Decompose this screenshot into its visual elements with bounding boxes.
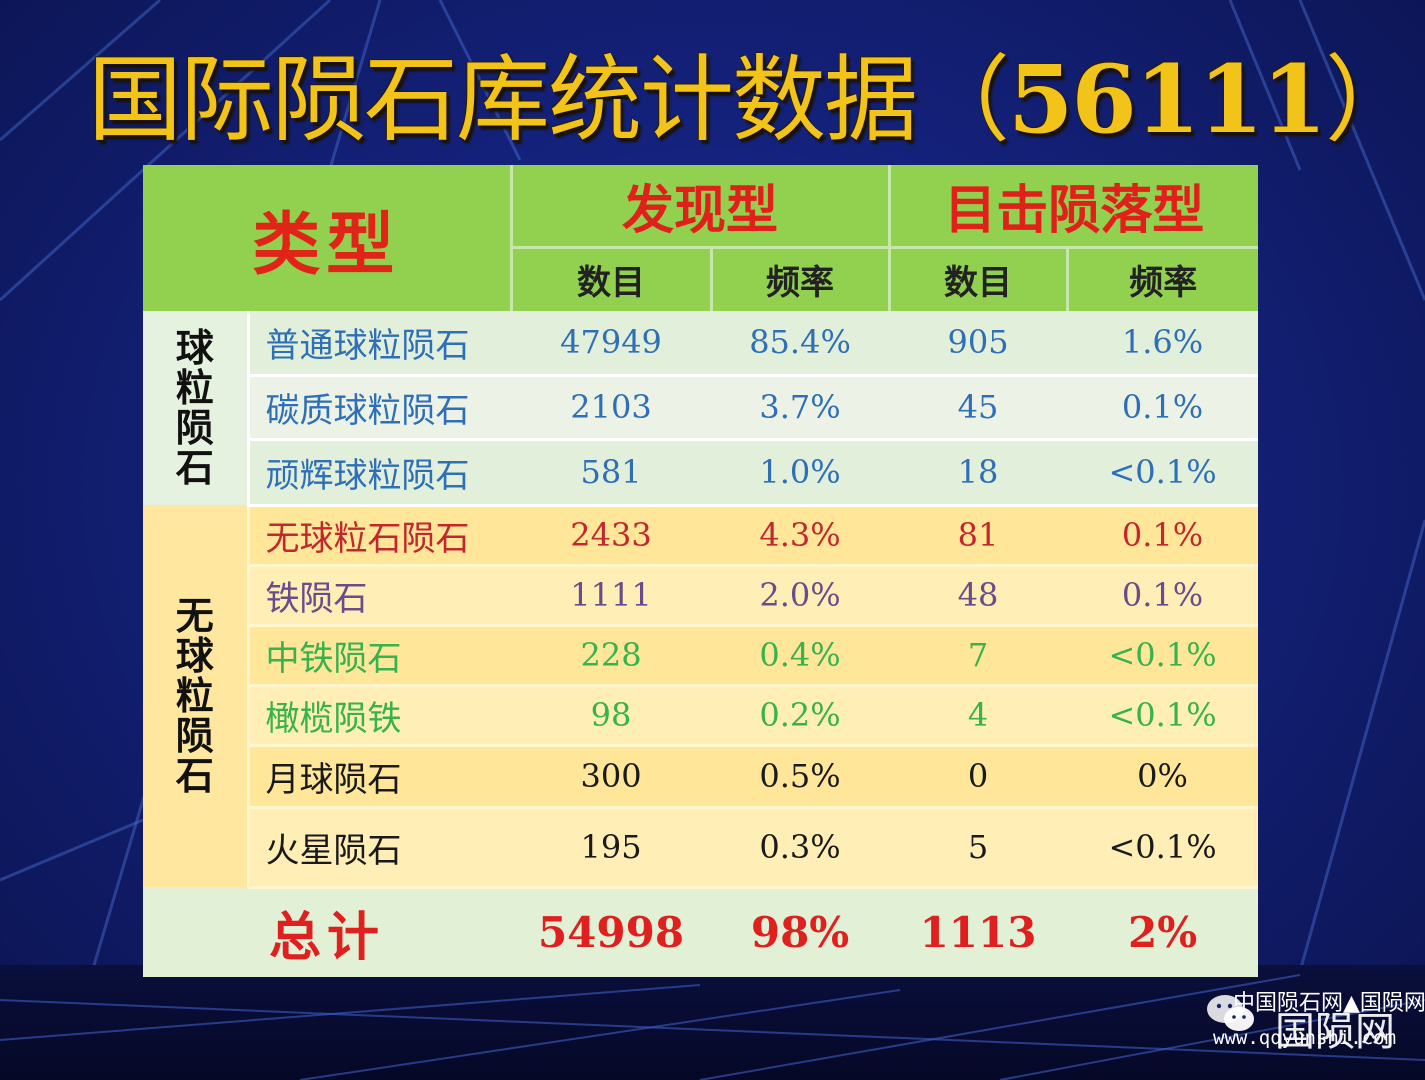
table-row: 碳质球粒陨石 2103 3.7% 45 0.1% [143,375,1259,441]
found-count: 1111 [511,565,712,627]
table-row: 中铁陨石 228 0.4% 7 <0.1% [143,625,1259,687]
fall-count: 0 [889,745,1068,809]
row-name: 顽辉球粒陨石 [248,439,512,507]
found-freq: 1.0% [711,439,890,507]
fall-freq: 0% [1067,745,1259,809]
fall-freq: 0.1% [1067,375,1259,441]
total-fall-count: 1113 [889,887,1068,977]
wechat-icon [1207,995,1254,1031]
total-fall-freq: 2% [1067,887,1259,977]
fall-freq: <0.1% [1067,685,1259,747]
found-freq: 0.3% [711,807,890,889]
total-found-freq: 98% [711,887,890,977]
fall-count-header: 数目 [889,245,1069,311]
group-label-chondrite: 球粒陨石 [143,311,250,505]
type-header: 类型 [143,165,513,311]
meteorite-stats-table: 类型 发现型 目击陨落型 数目 频率 数目 频率 球粒陨石 普通球粒陨石 479… [143,165,1259,977]
fall-count: 81 [889,505,1068,567]
found-count: 300 [511,745,712,809]
fall-count: 5 [889,807,1068,889]
header-row-1: 类型 发现型 目击陨落型 [143,165,1259,311]
found-count: 47949 [511,311,712,377]
total-found-count: 54998 [511,887,712,977]
fall-freq: <0.1% [1067,625,1259,687]
fall-count: 4 [889,685,1068,747]
row-name: 碳质球粒陨石 [248,375,512,441]
found-count: 98 [511,685,712,747]
page-title: 国际陨石库统计数据（56111） [88,40,1419,160]
table-row: 火星陨石 195 0.3% 5 <0.1% [143,807,1259,889]
fall-freq: 0.1% [1067,565,1259,627]
fall-count: 7 [889,625,1068,687]
fall-freq: 0.1% [1067,505,1259,567]
fall-header: 目击陨落型 [889,165,1259,247]
watermark: 中国陨石网▲国陨网 国陨网 www.qqyunshi.com [1205,985,1425,1055]
table-row: 球粒陨石 普通球粒陨石 47949 85.4% 905 1.6% [143,311,1259,505]
row-name: 中铁陨石 [248,625,512,687]
title-number: 56111 [1008,45,1327,155]
title-close: ） [1325,46,1419,155]
found-count: 2433 [511,505,712,567]
row-name: 火星陨石 [248,807,512,889]
total-row: 总计 54998 98% 1113 2% [143,887,1259,977]
table-row: 无球粒陨石 无球粒石陨石 2433 4.3% 81 0.1% [143,505,1259,887]
row-name: 普通球粒陨石 [248,311,512,377]
table-row: 月球陨石 300 0.5% 0 0% [143,745,1259,809]
row-name: 无球粒石陨石 [248,505,512,567]
found-freq: 3.7% [711,375,890,441]
group-label-achondrite: 无球粒陨石 [143,505,250,887]
watermark-logo-text: 国陨网 [1275,1009,1395,1055]
found-count: 581 [511,439,712,507]
total-label: 总计 [143,887,512,977]
watermark-url: www.qqyunshi.com [1213,1027,1397,1049]
row-name: 铁陨石 [248,565,512,627]
found-count: 195 [511,807,712,889]
found-count-header: 数目 [511,245,713,311]
found-freq: 4.3% [711,505,890,567]
fall-freq: <0.1% [1067,439,1259,507]
found-count: 2103 [511,375,712,441]
bottom-band [0,965,1425,1080]
title-text: 国际陨石库统计数据（ [88,46,1010,155]
found-freq: 0.4% [711,625,890,687]
table-row: 铁陨石 1111 2.0% 48 0.1% [143,565,1259,627]
fall-count: 18 [889,439,1068,507]
found-freq: 2.0% [711,565,890,627]
fall-count: 45 [889,375,1068,441]
row-name: 橄榄陨铁 [248,685,512,747]
table-row: 顽辉球粒陨石 581 1.0% 18 <0.1% [143,439,1259,507]
watermark-top-text: 中国陨石网▲国陨网 [1233,991,1425,1016]
fall-freq-header: 频率 [1067,245,1259,311]
row-name: 月球陨石 [248,745,512,809]
found-freq: 0.2% [711,685,890,747]
fall-freq: <0.1% [1067,807,1259,889]
found-freq: 85.4% [711,311,890,377]
table-row: 橄榄陨铁 98 0.2% 4 <0.1% [143,685,1259,747]
found-header: 发现型 [511,165,891,247]
header-row-2: 数目 频率 数目 频率 [143,245,1259,311]
found-freq-header: 频率 [711,245,891,311]
fall-freq: 1.6% [1067,311,1259,377]
found-count: 228 [511,625,712,687]
found-freq: 0.5% [711,745,890,809]
fall-count: 48 [889,565,1068,627]
fall-count: 905 [889,311,1068,377]
